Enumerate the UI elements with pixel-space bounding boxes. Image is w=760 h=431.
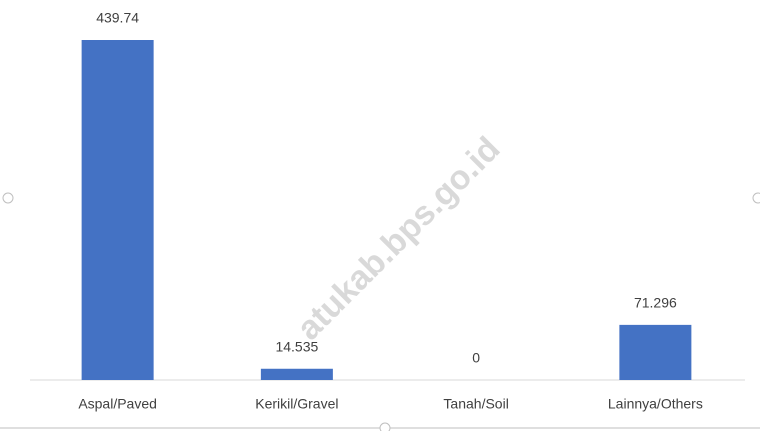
x-tick-label: Lainnya/Others — [608, 396, 703, 412]
watermark: atukab.bps.go.id — [290, 130, 508, 348]
bar — [81, 40, 154, 380]
handle — [2, 192, 14, 204]
handle — [752, 192, 760, 204]
x-tick-label: Tanah/Soil — [443, 396, 508, 412]
bar — [260, 368, 333, 380]
data-label: 14.535 — [275, 338, 318, 354]
bar — [619, 324, 692, 380]
x-tick-label: Aspal/Paved — [78, 396, 157, 412]
data-label: 71.296 — [634, 295, 677, 311]
x-tick-label: Kerikil/Gravel — [255, 396, 338, 412]
data-label: 439.74 — [96, 10, 139, 26]
data-label: 0 — [472, 350, 480, 366]
handle — [379, 422, 391, 431]
